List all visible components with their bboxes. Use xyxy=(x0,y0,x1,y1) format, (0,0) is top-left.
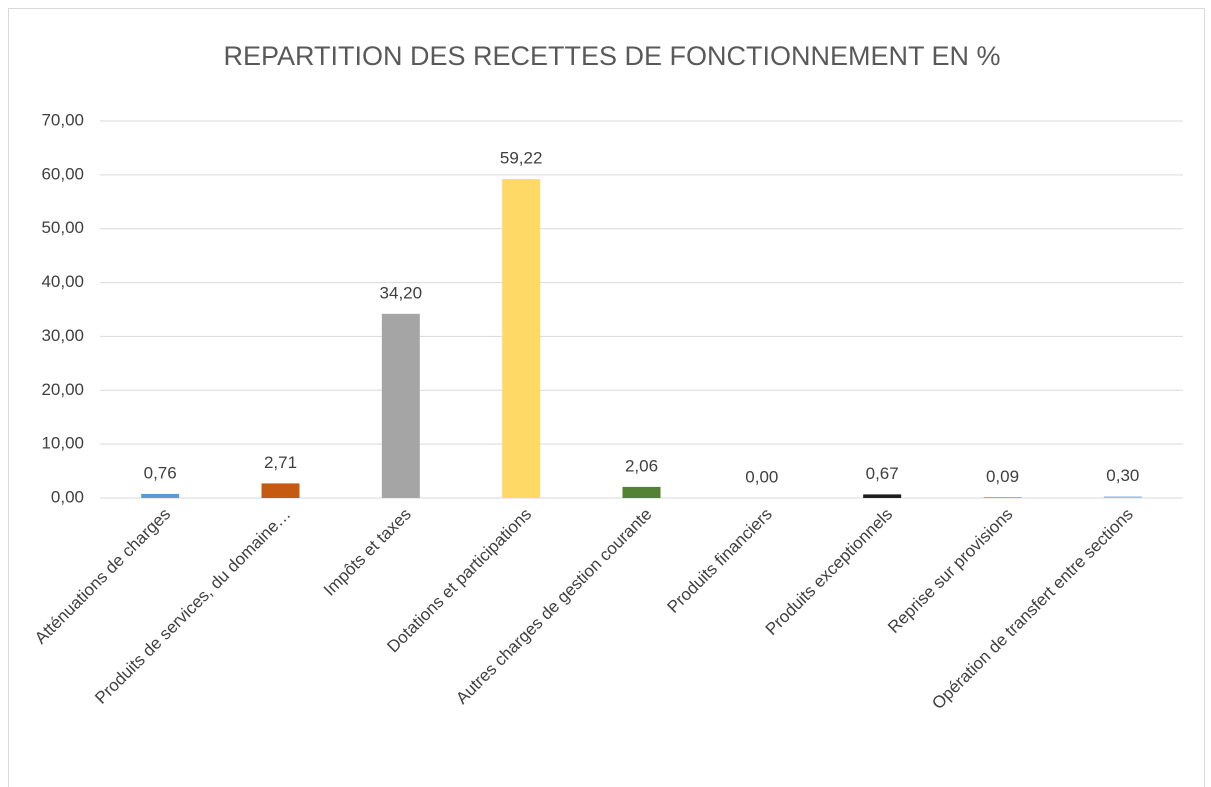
data-label: 0,09 xyxy=(986,467,1019,486)
y-tick-label: 30,00 xyxy=(41,326,84,345)
data-label: 2,71 xyxy=(264,453,297,472)
bar xyxy=(622,486,661,498)
y-tick-label: 10,00 xyxy=(41,434,84,453)
bar xyxy=(261,483,300,498)
bar xyxy=(1103,496,1142,498)
data-label: 0,76 xyxy=(144,463,177,482)
y-tick-label: 50,00 xyxy=(41,218,84,237)
y-tick-label: 70,00 xyxy=(41,110,84,129)
data-label: 59,22 xyxy=(500,149,543,168)
data-label: 0,00 xyxy=(745,467,778,486)
y-tick-label: 40,00 xyxy=(41,272,84,291)
bar xyxy=(381,313,420,498)
data-label: 2,06 xyxy=(625,456,658,475)
bar xyxy=(502,179,541,499)
data-label: 34,20 xyxy=(380,283,423,302)
data-label: 0,67 xyxy=(866,464,899,483)
bar xyxy=(141,493,180,498)
chart-title: REPARTITION DES RECETTES DE FONCTIONNEME… xyxy=(223,41,1000,71)
data-label: 0,30 xyxy=(1106,466,1139,485)
bar xyxy=(863,494,902,498)
y-tick-label: 60,00 xyxy=(41,164,84,183)
y-tick-label: 20,00 xyxy=(41,380,84,399)
y-tick-label: 0,00 xyxy=(51,487,84,506)
chart-frame xyxy=(8,8,1205,787)
